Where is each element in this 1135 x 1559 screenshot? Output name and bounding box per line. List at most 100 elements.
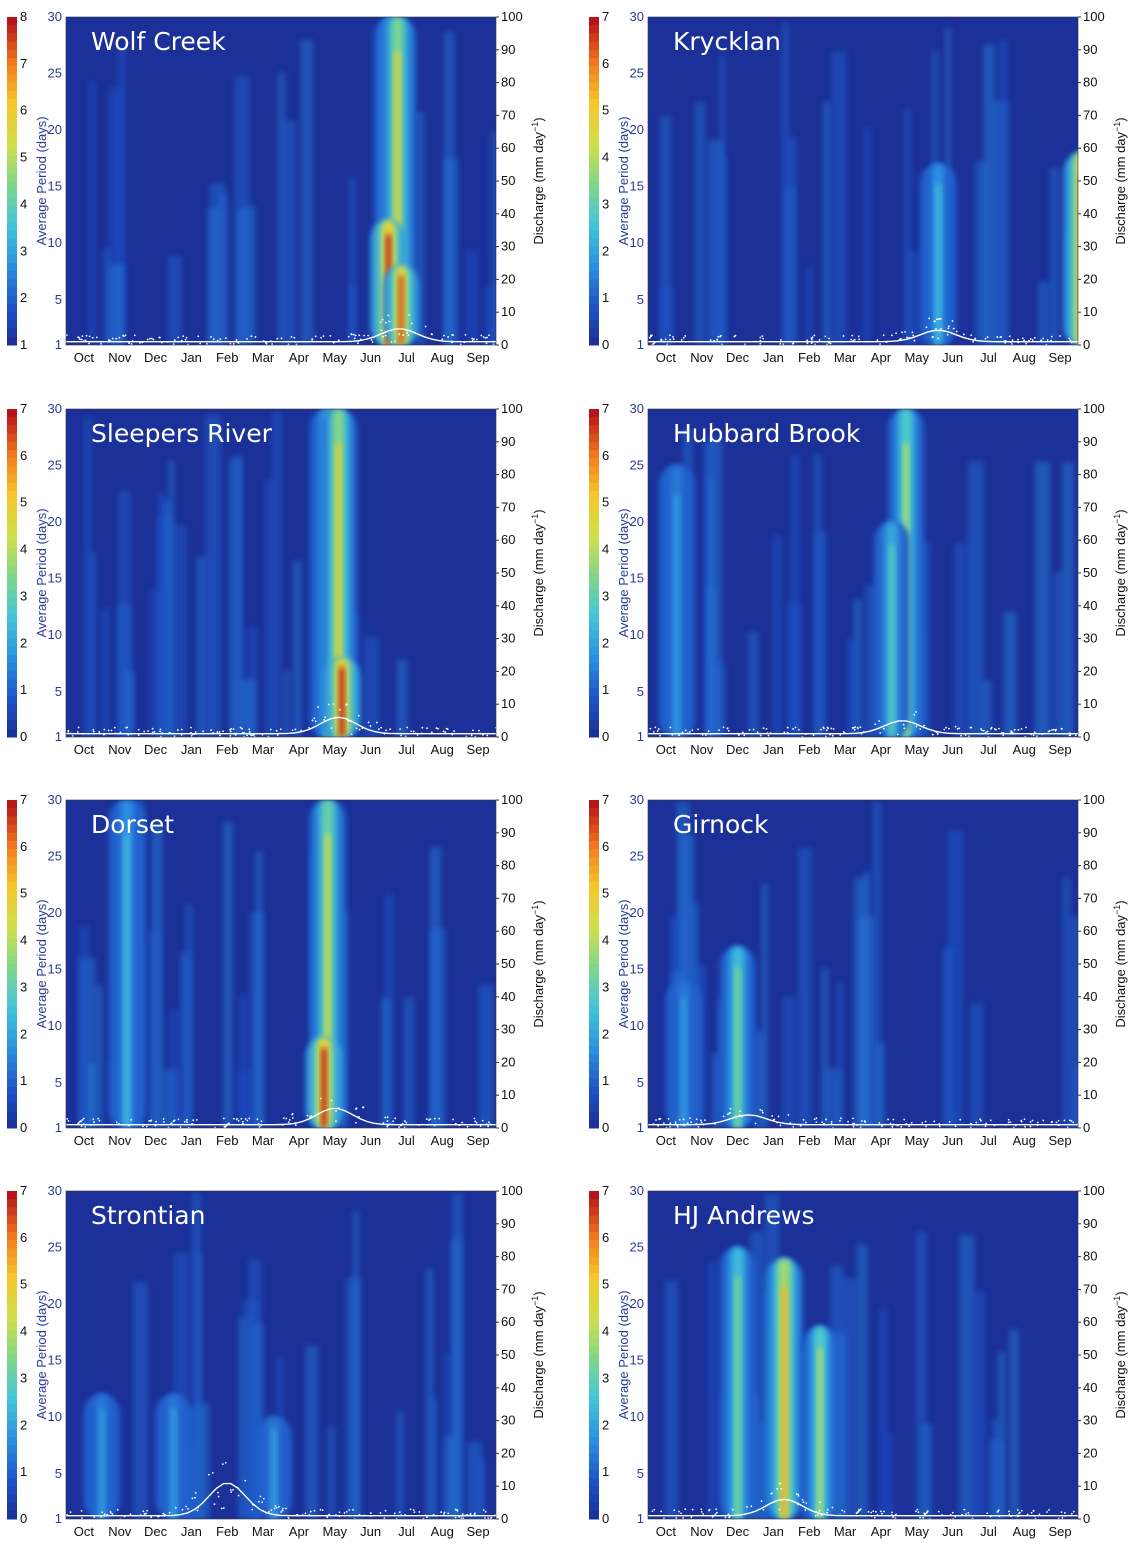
colorbar-segment (589, 964, 599, 973)
y2-tick-label: 30 (501, 1413, 515, 1428)
discharge-point (143, 1513, 146, 1515)
colorbar-segment (7, 1256, 17, 1266)
y2-tick-label: 10 (501, 1478, 515, 1493)
colorbar-segment (589, 17, 599, 26)
colorbar-segment (7, 189, 17, 198)
colorbar-segment (7, 515, 17, 525)
colorbar-segment (7, 655, 17, 664)
y2-tick-label: 0 (501, 337, 508, 352)
colorbar-segment (7, 564, 17, 574)
power-streak (133, 1282, 148, 1519)
x-tick-label: Aug (1013, 742, 1036, 757)
y2-tick-label: 80 (501, 467, 515, 482)
power-streak (797, 847, 812, 1128)
discharge-point (85, 334, 88, 337)
colorbar-segment (7, 800, 17, 809)
x-tick-label: Apr (289, 742, 310, 757)
discharge-point (224, 1461, 227, 1464)
y2-tick-label: 80 (1083, 75, 1097, 90)
discharge-point (887, 1118, 890, 1121)
y2-tick-label: 70 (501, 107, 515, 122)
discharge-point (821, 1121, 823, 1124)
discharge-point (1026, 1513, 1029, 1516)
discharge-point (1010, 730, 1012, 733)
colorbar-tick-label: 6 (602, 839, 609, 854)
power-streak (772, 535, 782, 737)
power-streak (94, 984, 104, 1128)
y2-tick-label: 50 (501, 173, 515, 188)
x-tick-label: Jul (398, 350, 415, 365)
power-streak (1062, 462, 1074, 737)
discharge-point (152, 338, 155, 341)
discharge-point (84, 339, 87, 342)
discharge-point (948, 727, 950, 730)
discharge-point (370, 338, 373, 341)
y2-tick-label: 10 (1083, 696, 1097, 711)
discharge-point (933, 1120, 936, 1123)
discharge-point (77, 726, 80, 729)
discharge-point (277, 1505, 280, 1508)
colorbar-segment (7, 712, 17, 722)
x-tick-label: Aug (431, 1133, 454, 1148)
discharge-point (308, 726, 310, 729)
power-streak (205, 415, 221, 737)
discharge-point (253, 733, 255, 736)
colorbar-segment (589, 271, 599, 280)
y2-tick-label: 20 (1083, 1054, 1097, 1069)
discharge-point (882, 334, 885, 337)
discharge-point (771, 1492, 773, 1495)
discharge-point (320, 336, 322, 339)
discharge-point (674, 1121, 677, 1124)
colorbar-segment (7, 1387, 17, 1397)
power-streak (484, 286, 496, 345)
discharge-point (213, 1503, 216, 1506)
discharge-point (142, 1125, 144, 1128)
discharge-point (482, 336, 485, 338)
discharge-point (728, 1112, 731, 1115)
discharge-point (275, 729, 278, 732)
x-tick-label: Jun (942, 350, 963, 365)
colorbar-tick-label: 6 (20, 448, 27, 463)
discharge-point (384, 334, 387, 337)
colorbar-tick-label: 0 (602, 1120, 609, 1135)
power-streak (904, 109, 911, 345)
colorbar-tick-label: 4 (602, 1324, 609, 1339)
discharge-point (367, 721, 370, 724)
discharge-point (324, 716, 327, 719)
panel-title: Krycklan (673, 27, 781, 56)
colorbar-segment (7, 597, 17, 607)
discharge-point (426, 1516, 428, 1519)
discharge-point (688, 731, 691, 733)
discharge-point (158, 336, 161, 339)
y2-tick-label: 10 (1083, 304, 1097, 319)
discharge-point (847, 1120, 849, 1123)
discharge-point (219, 734, 221, 737)
discharge-point (257, 1500, 260, 1503)
discharge-point (1051, 729, 1053, 731)
discharge-point (824, 335, 827, 338)
discharge-point (101, 1511, 104, 1514)
power-streak (906, 251, 921, 345)
colorbar-tick-label: 6 (602, 56, 609, 71)
colorbar-segment (7, 556, 17, 566)
colorbar-segment (7, 156, 17, 166)
colorbar-segment (589, 107, 599, 116)
y2-tick-label: 90 (501, 42, 515, 57)
power-streak (711, 1053, 721, 1128)
colorbar-tick-label: 4 (20, 933, 27, 948)
y2-tick-label: 40 (1083, 598, 1097, 613)
colorbar-segment (7, 1314, 17, 1323)
discharge-point (221, 1463, 224, 1466)
discharge-point (722, 1115, 725, 1118)
discharge-point (484, 1517, 486, 1519)
x-tick-label: Dec (726, 350, 750, 365)
discharge-point (1021, 337, 1024, 340)
discharge-line (66, 1107, 496, 1126)
colorbar-segment (7, 573, 17, 582)
colorbar-segment (7, 720, 17, 730)
power-streak (959, 1234, 975, 1519)
y2-tick-label: 50 (501, 956, 515, 971)
colorbar-segment (589, 1338, 599, 1348)
discharge-point (210, 729, 212, 732)
x-tick-label: Oct (656, 742, 677, 757)
